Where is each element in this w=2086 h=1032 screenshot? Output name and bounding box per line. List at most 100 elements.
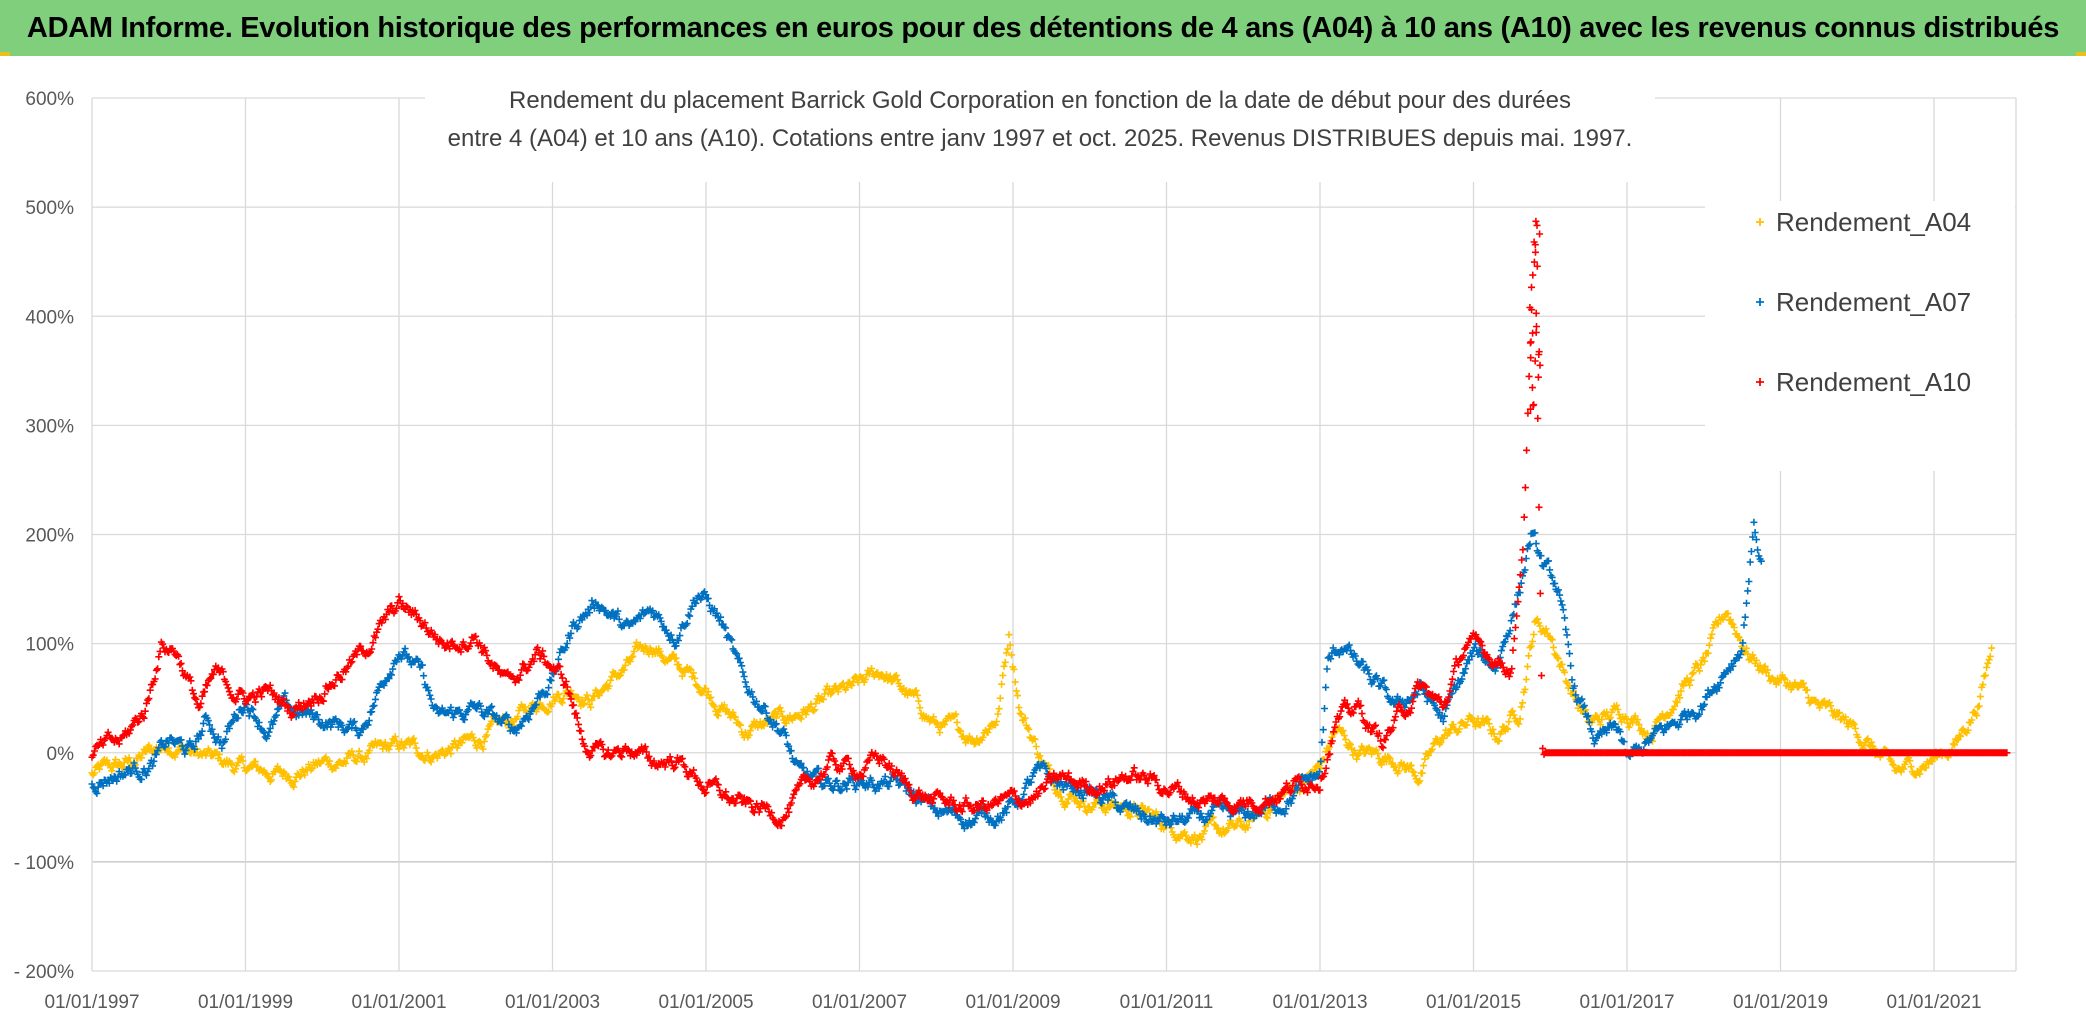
data-point-a10 bbox=[135, 717, 143, 725]
data-point-a04 bbox=[1382, 758, 1390, 766]
data-point-a04 bbox=[1408, 767, 1416, 775]
data-point-a07 bbox=[1382, 686, 1390, 693]
data-point-a07 bbox=[840, 780, 848, 788]
data-point-a10 bbox=[712, 775, 720, 783]
data-point-a04 bbox=[659, 653, 666, 661]
data-point-a07 bbox=[1571, 682, 1578, 690]
data-point-a04 bbox=[216, 751, 223, 758]
data-point-a10 bbox=[504, 668, 512, 676]
data-point-a10 bbox=[1525, 372, 1533, 380]
data-point-a04 bbox=[290, 783, 298, 791]
data-point-a07 bbox=[374, 687, 382, 694]
data-point-a04 bbox=[803, 708, 811, 715]
data-point-a04 bbox=[994, 710, 1002, 718]
data-point-a07 bbox=[239, 709, 247, 717]
data-point-a10 bbox=[1382, 736, 1389, 744]
data-point-a04 bbox=[1597, 721, 1604, 728]
data-point-a04 bbox=[1887, 757, 1895, 765]
data-point-a04 bbox=[143, 747, 150, 755]
data-point-a07 bbox=[566, 634, 574, 642]
data-point-a04 bbox=[433, 754, 441, 762]
data-point-a04 bbox=[138, 754, 145, 762]
data-point-a04 bbox=[1981, 671, 1989, 679]
data-point-a07 bbox=[1700, 700, 1708, 708]
data-point-a10 bbox=[749, 807, 757, 815]
data-point-a04 bbox=[776, 704, 784, 712]
data-point-a04 bbox=[698, 689, 706, 697]
data-point-a04 bbox=[599, 686, 607, 694]
data-point-a10 bbox=[141, 707, 149, 715]
data-point-a07 bbox=[546, 676, 554, 684]
data-point-a07 bbox=[160, 742, 168, 750]
data-point-a04 bbox=[774, 710, 782, 718]
data-point-a04 bbox=[458, 739, 466, 747]
data-point-a10 bbox=[650, 757, 658, 765]
data-point-a10 bbox=[411, 607, 419, 614]
data-point-a10 bbox=[91, 747, 98, 755]
data-point-a07 bbox=[1749, 533, 1757, 541]
data-point-a07 bbox=[1302, 773, 1310, 781]
data-point-a04 bbox=[103, 756, 111, 764]
data-point-a04 bbox=[1407, 761, 1415, 769]
data-point-a10 bbox=[587, 752, 595, 760]
x-tick-label: 01/01/2021 bbox=[1886, 992, 1981, 1013]
data-point-a10 bbox=[732, 799, 740, 807]
x-tick-label: 01/01/2001 bbox=[351, 992, 446, 1013]
x-tick-label: 01/01/2011 bbox=[1120, 992, 1214, 1013]
data-point-a10 bbox=[165, 649, 173, 656]
data-point-a04 bbox=[1395, 767, 1403, 775]
data-point-a07 bbox=[489, 710, 497, 718]
data-point-a07 bbox=[477, 702, 485, 710]
data-point-a07 bbox=[555, 655, 562, 663]
data-point-a04 bbox=[693, 682, 701, 690]
data-point-a04 bbox=[1561, 668, 1569, 676]
data-point-a10 bbox=[671, 763, 679, 771]
data-point-a07 bbox=[1545, 557, 1552, 565]
data-point-a04 bbox=[1553, 654, 1561, 662]
data-point-a10 bbox=[197, 700, 205, 708]
y-tick-label: 500% bbox=[25, 198, 74, 219]
banner-title: ADAM Informe. Evolution historique des p… bbox=[26, 11, 2060, 44]
data-point-a07 bbox=[672, 642, 680, 650]
data-point-a04 bbox=[1844, 723, 1852, 731]
data-point-a04 bbox=[630, 648, 638, 655]
data-point-a07 bbox=[957, 815, 965, 823]
data-point-a07 bbox=[1558, 601, 1566, 609]
data-point-a04 bbox=[1752, 656, 1760, 664]
data-point-a10 bbox=[134, 718, 142, 726]
data-point-a10 bbox=[645, 752, 653, 760]
data-point-a07 bbox=[420, 672, 428, 680]
data-point-a10 bbox=[698, 785, 706, 793]
data-point-a04 bbox=[118, 763, 126, 771]
data-point-a07 bbox=[447, 703, 455, 711]
data-point-a04 bbox=[1468, 714, 1476, 722]
data-point-a07 bbox=[449, 714, 457, 721]
data-point-a04 bbox=[1389, 759, 1397, 767]
data-point-a10 bbox=[203, 682, 211, 689]
data-point-a04 bbox=[704, 688, 712, 696]
data-point-a04 bbox=[1105, 803, 1113, 811]
data-point-a07 bbox=[181, 750, 189, 758]
data-point-a07 bbox=[234, 714, 242, 722]
data-point-a04 bbox=[1530, 631, 1538, 638]
data-point-a07 bbox=[1029, 772, 1036, 780]
data-point-a10 bbox=[154, 665, 162, 673]
data-point-a07 bbox=[649, 607, 657, 615]
data-point-a04 bbox=[1181, 828, 1189, 836]
data-point-a04 bbox=[1800, 679, 1807, 687]
data-point-a07 bbox=[722, 624, 730, 632]
data-point-a07 bbox=[1293, 786, 1301, 794]
banner: ADAM Informe. Evolution historique des p… bbox=[0, 0, 2086, 56]
data-point-a04 bbox=[1264, 814, 1272, 822]
data-point-a10 bbox=[701, 790, 709, 797]
data-point-a04 bbox=[251, 757, 259, 765]
data-point-a04 bbox=[1689, 669, 1697, 677]
data-point-a10 bbox=[1534, 414, 1542, 422]
legend-background bbox=[1705, 201, 2015, 471]
data-point-a07 bbox=[1580, 702, 1588, 710]
data-point-a07 bbox=[838, 786, 846, 794]
data-point-a07 bbox=[389, 665, 397, 673]
data-point-a07 bbox=[593, 601, 601, 609]
data-point-a07 bbox=[364, 721, 372, 729]
data-point-a04 bbox=[1139, 802, 1147, 810]
